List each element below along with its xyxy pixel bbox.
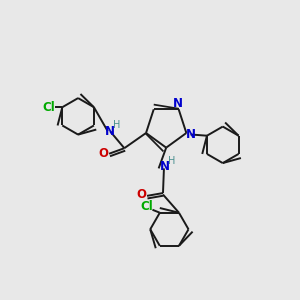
Text: H: H <box>113 120 120 130</box>
Text: N: N <box>185 128 196 141</box>
Text: Cl: Cl <box>140 200 153 213</box>
Text: N: N <box>105 125 115 138</box>
Text: H: H <box>168 156 175 166</box>
Text: O: O <box>99 147 109 160</box>
Text: N: N <box>173 98 183 110</box>
Text: Cl: Cl <box>42 101 55 114</box>
Text: N: N <box>160 160 170 173</box>
Text: O: O <box>137 188 147 201</box>
